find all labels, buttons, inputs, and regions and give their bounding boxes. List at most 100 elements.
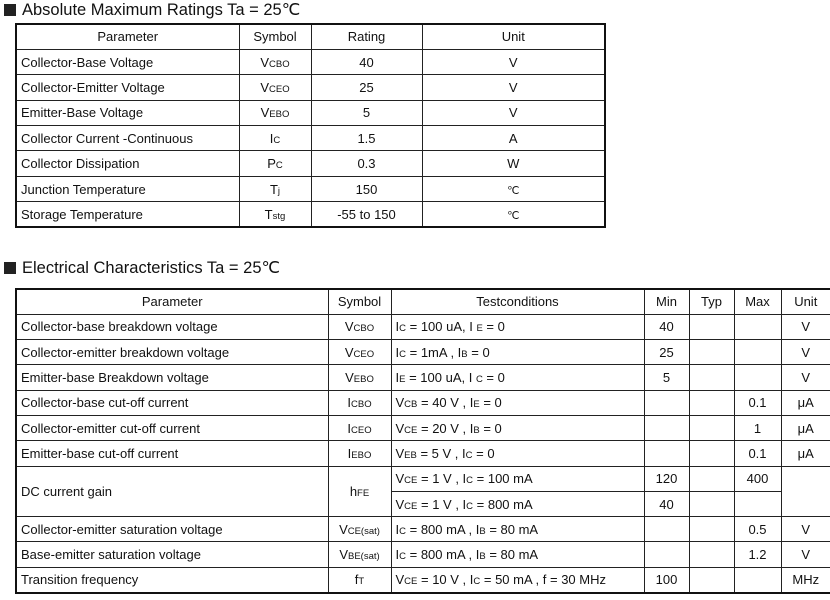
parameter-cell: Collector-Emitter Voltage	[15, 74, 240, 101]
rating-cell: 150	[310, 175, 423, 203]
unit-value: V	[508, 105, 518, 121]
rating-cell: 40	[310, 48, 423, 76]
typ-cell	[688, 339, 735, 366]
condition-text: = 100 mA	[473, 471, 533, 487]
table-row: Base-emitter saturation voltage VBE(sat) I…	[15, 541, 830, 568]
parameter-cell: Emitter-base cut-off current	[15, 440, 329, 467]
max-cell	[733, 339, 782, 366]
column-header: Rating	[310, 23, 423, 50]
symbol-subscript: CBO	[351, 399, 372, 411]
column-header: Unit	[780, 288, 830, 315]
unit-cell: V	[780, 313, 830, 341]
unit-value: V	[508, 79, 518, 95]
unit-cell: ℃	[421, 201, 606, 228]
test-condition-cell: VCE = 20 V , IB = 0	[390, 414, 645, 442]
symbol-subscript: CBO	[353, 323, 375, 335]
condition-text: = 0	[479, 395, 502, 411]
unit-cell: V	[421, 48, 606, 76]
table-row: DC current gain hFE VCE = 1 V , IC = 100 m…	[15, 465, 830, 518]
test-condition-cell: VCE = 1 V , IC = 800 mA	[390, 490, 645, 518]
max-cell: 1	[733, 414, 782, 442]
unit-cell: V	[421, 99, 606, 127]
unit-cell: A	[421, 125, 606, 152]
section-title: Electrical Characteristics Ta = 25℃	[22, 259, 281, 277]
condition-text: = 50 mA , f = 30 MHz	[480, 572, 606, 588]
symbol-subscript: EBO	[269, 109, 290, 121]
symbol-subscript: CEO	[351, 424, 372, 436]
condition-subscript: CB	[404, 399, 418, 411]
condition-text: = 0	[482, 370, 505, 386]
condition-text: = 800 mA , I	[406, 521, 480, 537]
test-condition-cell: IE = 100 uA, I C = 0	[390, 364, 645, 391]
symbol-cell: Tj	[238, 175, 312, 203]
condition-text: I	[395, 344, 400, 360]
test-condition-cell: VCB = 40 V , IE = 0	[390, 389, 645, 416]
condition-text: V	[395, 395, 405, 411]
electrical-characteristics-table: Parameter Symbol Testconditions Min Typ Max Un…	[15, 288, 830, 594]
column-header: Min	[643, 288, 690, 315]
condition-subscript: C	[399, 525, 406, 537]
symbol-subscript: stg	[272, 210, 286, 222]
condition-subscript: C	[466, 475, 474, 487]
column-header: Typ	[688, 288, 735, 315]
condition-text: = 100 uA, I	[406, 319, 477, 335]
min-cell: 25	[643, 339, 690, 366]
symbol-cell: VCBO	[327, 313, 392, 341]
typ-cell	[688, 313, 735, 341]
condition-text: = 1mA , I	[406, 344, 462, 360]
parameter-cell: Collector-base cut-off current	[15, 389, 329, 416]
test-condition-cell: IC = 800 mA , IB = 80 mA	[390, 541, 645, 568]
table-row: Collector Dissipation PC 0.3 W	[15, 150, 606, 177]
unit-cell: V	[780, 339, 830, 366]
condition-subscript: E	[399, 374, 406, 386]
parameter-cell: Collector-emitter cut-off current	[15, 414, 329, 442]
test-condition-cell: VCE = 1 V , IC = 100 mA	[390, 465, 645, 492]
symbol-subscript: T	[358, 576, 365, 588]
symbol-main: f	[354, 572, 359, 588]
max-cell: 400	[733, 465, 782, 492]
max-cell	[733, 566, 782, 594]
symbol-main: I	[347, 445, 352, 461]
condition-text: V	[395, 445, 405, 461]
column-header: Parameter	[15, 23, 240, 50]
symbol-cell: VBE(sat)	[327, 541, 392, 568]
condition-subscript: EB	[404, 449, 417, 461]
table-row: Collector-base breakdown voltage VCBO IC =…	[15, 313, 830, 341]
table-row: Collector-Base Voltage VCBO 40 V	[15, 48, 606, 76]
typ-cell	[688, 440, 735, 467]
unit-value: ℃	[507, 184, 520, 197]
table-row: Emitter-Base Voltage VEBO 5 V	[15, 99, 606, 127]
symbol-main: V	[339, 521, 348, 537]
column-header: Unit	[421, 23, 606, 50]
symbol-cell: Tstg	[238, 201, 312, 228]
condition-subscript: C	[399, 551, 406, 563]
header-row: Parameter Symbol Rating Unit	[15, 23, 606, 50]
rating-cell: 0.3	[310, 150, 423, 177]
condition-text: = 1 V , I	[417, 496, 467, 512]
parameter-cell: Transition frequency	[15, 566, 329, 594]
condition-text: V	[395, 496, 405, 512]
max-cell: 0.5	[733, 516, 782, 543]
unit-cell: V	[780, 516, 830, 543]
symbol-cell: VCEO	[238, 74, 312, 101]
condition-subscript: B	[479, 525, 486, 537]
rating-cell: 1.5	[310, 125, 423, 152]
absolute-max-ratings-table: Parameter Symbol Rating Unit Collector-Base …	[15, 23, 606, 229]
table-row: Collector-emitter cut-off current ICEO VCE…	[15, 414, 830, 442]
symbol-main: h	[349, 483, 358, 499]
symbol-subscript: EBO	[351, 449, 372, 461]
rating-cell: 25	[310, 74, 423, 101]
square-bullet-icon	[4, 4, 16, 16]
symbol-cell: PC	[238, 150, 312, 177]
min-cell	[643, 440, 690, 467]
condition-subscript: CE	[404, 424, 418, 436]
symbol-subscript: CE(sat)	[347, 525, 380, 537]
symbol-main: V	[260, 105, 270, 121]
symbol-main: V	[344, 344, 354, 360]
typ-cell	[688, 516, 735, 543]
unit-cell: W	[421, 150, 606, 177]
condition-subscript: C	[466, 500, 474, 512]
unit-value: V	[801, 521, 811, 537]
parameter-cell: Base-emitter saturation voltage	[15, 541, 329, 568]
condition-text: I	[395, 521, 400, 537]
